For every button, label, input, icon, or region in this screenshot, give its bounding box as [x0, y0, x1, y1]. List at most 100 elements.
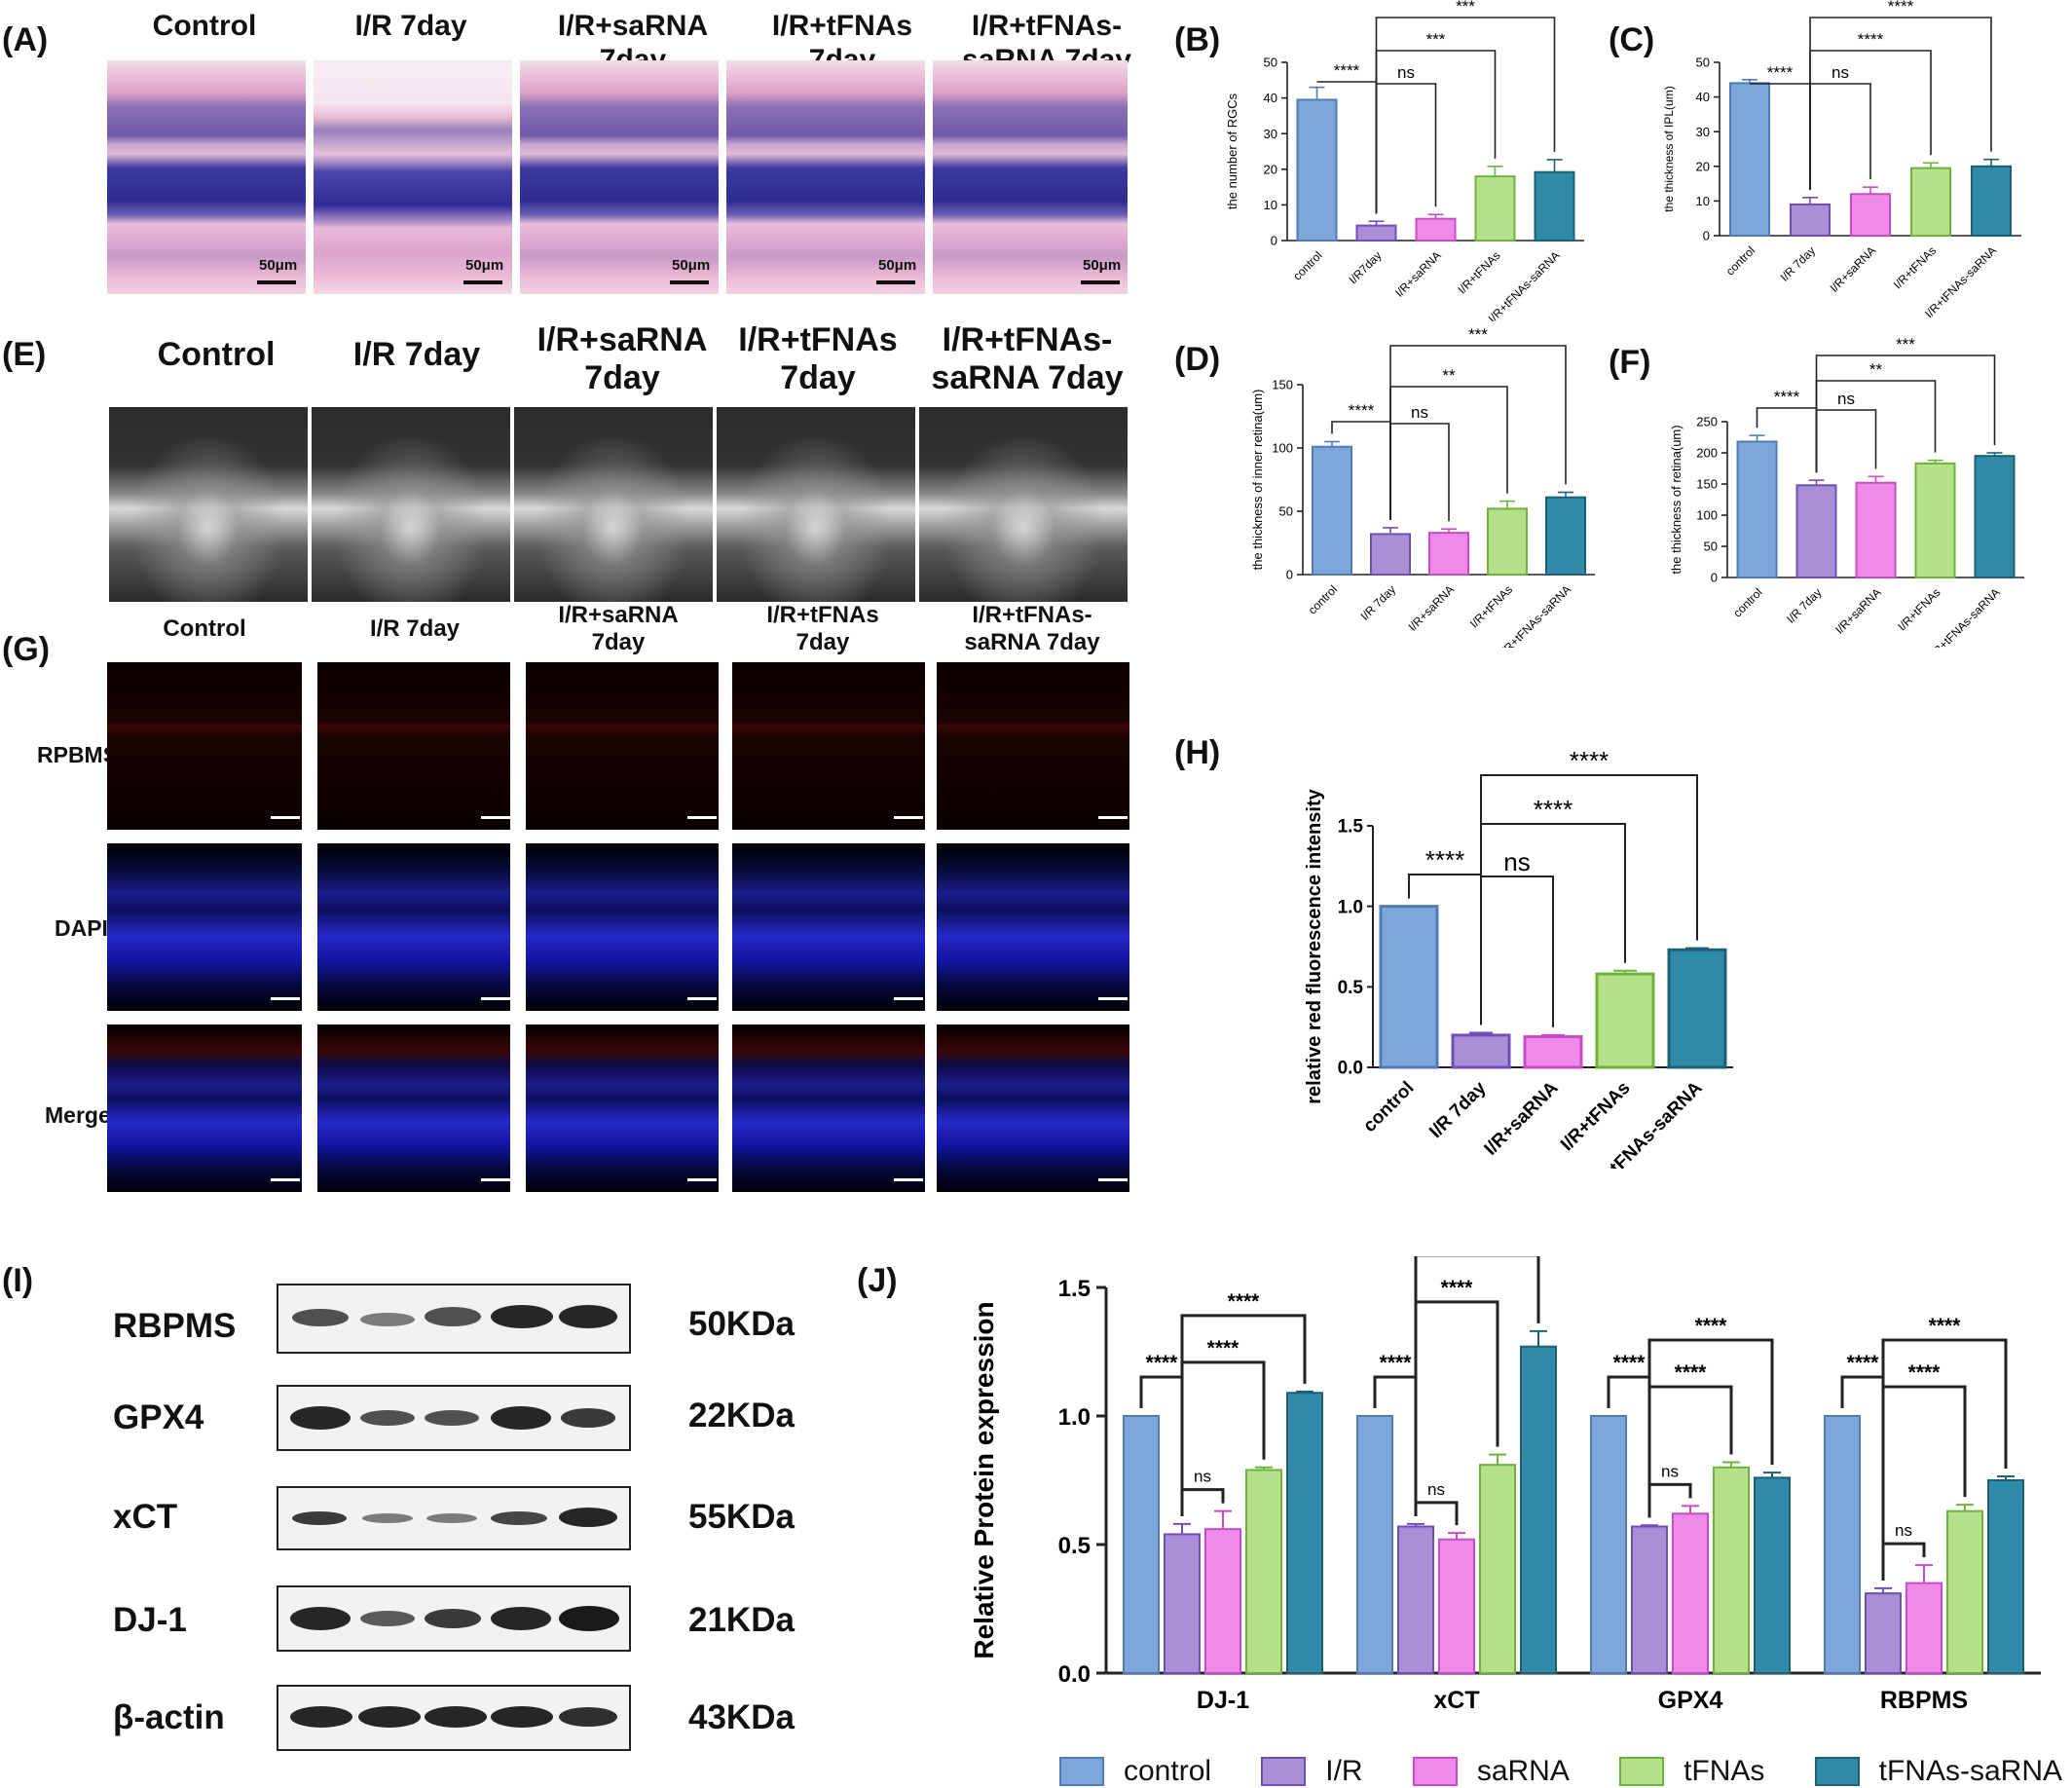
wb-strip-gpx4 — [277, 1385, 631, 1451]
bar — [1355, 224, 1397, 242]
bar — [1415, 217, 1457, 242]
y-axis-label: relative red fluorescence intensity — [1304, 788, 1325, 1103]
bar — [1520, 1345, 1557, 1674]
chart-d-inner-retina-thickness: 0 50 100 150 the thickness of inner retina(u… — [1250, 326, 1595, 648]
oct-col-label: I/R+tFNAs 7day — [738, 321, 898, 397]
significance-label: ns — [1427, 1480, 1445, 1499]
legend-swatch — [1059, 1757, 1104, 1786]
legend-item-tfnas: tFNAs — [1619, 1755, 1764, 1788]
wb-row-label: β-actin — [113, 1698, 225, 1736]
significance-label: ns — [1837, 390, 1855, 408]
x-tick-label: GPX4 — [1658, 1687, 1723, 1714]
significance-label: **** — [1380, 1352, 1413, 1374]
he-col-label: Control — [152, 10, 257, 42]
x-tick-label: I/R 7day — [1425, 1077, 1491, 1142]
significance-label: ** — [1442, 366, 1456, 385]
fl-col-label: Control — [163, 615, 246, 642]
bar — [1795, 484, 1837, 578]
wb-kda: 50KDa — [688, 1305, 795, 1343]
significance-label: ns — [1397, 63, 1415, 82]
y-tick-label: 100 — [1696, 508, 1718, 523]
significance-label: ns — [1895, 1521, 1912, 1540]
panel-label-f: (F) — [1609, 344, 1651, 381]
significance-bracket — [1881, 1338, 2008, 1581]
bar — [1479, 1464, 1516, 1674]
bar — [1946, 1509, 1983, 1674]
x-tick-label: I/R+saRNA — [1832, 585, 1884, 637]
y-tick-label: 1.5 — [1058, 1276, 1091, 1302]
significance-bracket — [1414, 1256, 1540, 1516]
y-tick-label: 10 — [1264, 198, 1277, 212]
oct-col-label: Control — [157, 336, 276, 373]
significance-label: **** — [1349, 401, 1375, 420]
significance-label: ns — [1194, 1468, 1211, 1486]
y-tick-label: 0.0 — [1058, 1661, 1091, 1688]
significance-label: *** — [1896, 335, 1915, 354]
y-tick-label: 10 — [1696, 194, 1710, 208]
fl-col-label: I/R+tFNAs- saRNA 7day — [964, 602, 1100, 655]
wb-kda: 22KDa — [688, 1397, 795, 1434]
significance-bracket — [1881, 1542, 1926, 1581]
significance-label: **** — [1441, 1277, 1474, 1299]
legend-item-control: control — [1059, 1755, 1211, 1788]
scale-bar — [876, 280, 915, 284]
significance-bracket — [1815, 354, 1996, 473]
significance-label: **** — [1675, 1361, 1708, 1384]
fl-rpbms-sarna — [526, 662, 719, 830]
fl-scale-bar — [481, 997, 510, 1000]
legend-label: control — [1124, 1755, 1212, 1787]
y-axis-label: the number of RGCs — [1225, 93, 1240, 209]
legend-label: tFNAs-saRNA — [1878, 1755, 2062, 1787]
bar — [1428, 532, 1469, 577]
fl-dapi-ir — [317, 843, 510, 1011]
significance-label: **** — [1858, 30, 1884, 49]
bar — [1667, 948, 1727, 1069]
he-image-ir — [314, 60, 512, 294]
bar — [1971, 165, 2012, 237]
bar — [1910, 167, 1951, 237]
y-tick-label: 100 — [1272, 441, 1293, 456]
x-tick-label: I/R+tFNAs — [1891, 243, 1939, 291]
y-tick-label: 50 — [1264, 56, 1277, 70]
legend-label: tFNAs — [1684, 1755, 1765, 1787]
legend-swatch — [1261, 1757, 1307, 1786]
y-tick-label: 0.5 — [1338, 978, 1364, 998]
bar — [1164, 1533, 1201, 1674]
y-tick-label: 250 — [1696, 415, 1718, 429]
bar — [1855, 481, 1897, 578]
x-tick-label: control — [1290, 248, 1324, 282]
fl-scale-bar — [894, 997, 923, 1000]
x-tick-label: I/R+saRNA — [1828, 243, 1879, 295]
legend-item-sarna: saRNA — [1412, 1755, 1570, 1788]
y-tick-label: 1.5 — [1338, 817, 1364, 838]
significance-label: *** — [1456, 0, 1475, 16]
scale-bar — [257, 280, 296, 284]
wb-strip-xct — [277, 1486, 631, 1550]
he-image-control — [107, 60, 306, 294]
fl-merge-sarna — [526, 1024, 719, 1192]
significance-bracket — [1180, 1314, 1307, 1516]
fl-merge-ir — [317, 1024, 510, 1192]
bar — [1474, 175, 1516, 242]
significance-bracket — [1414, 1501, 1459, 1526]
significance-bracket — [1375, 17, 1556, 214]
bar — [1713, 1466, 1750, 1674]
oct-image-ir — [312, 407, 510, 602]
panel-label-a: (A) — [2, 21, 49, 58]
panel-label-h: (H) — [1174, 734, 1221, 771]
x-tick-label: I/R7day — [1346, 248, 1384, 286]
fl-row-label: RPBMS — [37, 742, 119, 767]
y-tick-label: 0.0 — [1338, 1059, 1363, 1079]
bar — [1534, 170, 1575, 242]
x-tick-label: DJ-1 — [1197, 1687, 1249, 1714]
y-axis-label: the thickness of retina(um) — [1669, 425, 1684, 574]
significance-label: **** — [1228, 1290, 1261, 1313]
significance-bracket — [1647, 1482, 1692, 1518]
chart-b-rgc-count: 0 10 20 30 40 50 the number of RGCs control I/R7… — [1225, 0, 1584, 321]
significance-label: **** — [1425, 845, 1464, 875]
legend-label: I/R — [1325, 1755, 1363, 1787]
significance-label: **** — [1774, 388, 1800, 406]
oct-image-sarna — [514, 407, 713, 602]
x-tick-label: I/R+saRNA — [1406, 582, 1458, 634]
bar — [1754, 1476, 1791, 1674]
